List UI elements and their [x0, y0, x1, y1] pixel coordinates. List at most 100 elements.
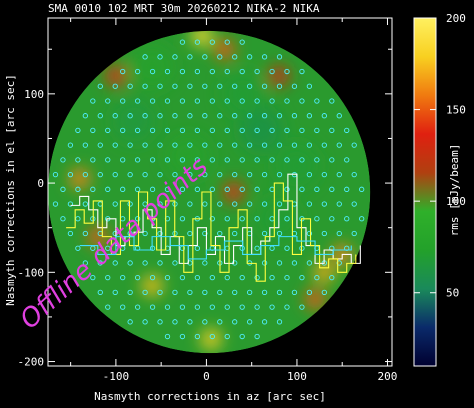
detector-marker — [254, 186, 260, 192]
detector-marker — [261, 54, 268, 60]
detector-marker — [157, 171, 163, 178]
detector-marker — [246, 83, 253, 89]
detector-marker — [232, 289, 238, 296]
detector-marker — [254, 68, 260, 75]
detector-marker — [239, 127, 245, 134]
detector-marker — [321, 230, 327, 237]
detector-marker — [120, 127, 126, 134]
detector-marker — [209, 216, 215, 222]
detector-marker — [75, 245, 81, 251]
detector-marker — [329, 216, 335, 222]
detector-marker — [299, 68, 305, 75]
detector-marker — [284, 68, 290, 75]
detector-marker — [351, 142, 357, 148]
detector-marker — [120, 186, 126, 192]
detector-marker — [246, 319, 253, 325]
detector-marker — [127, 171, 133, 178]
x-tick-label: 100 — [287, 370, 307, 383]
detector-marker — [82, 142, 88, 148]
detector-marker — [209, 68, 215, 75]
detector-marker — [134, 98, 141, 104]
x-tick-label: -100 — [103, 370, 130, 383]
detector-marker — [224, 275, 230, 281]
detector-marker — [157, 83, 163, 89]
detector-marker — [172, 289, 178, 296]
detector-marker — [254, 275, 260, 281]
detector-marker — [209, 275, 215, 281]
detector-marker — [60, 216, 66, 222]
detector-marker — [134, 216, 141, 222]
detector-marker — [149, 127, 156, 134]
detector-marker — [67, 171, 74, 178]
detector-marker — [127, 260, 133, 266]
detector-marker — [306, 83, 313, 89]
detector-marker — [142, 142, 148, 148]
detector-marker — [209, 333, 215, 340]
detector-marker — [134, 68, 141, 75]
detector-marker — [232, 54, 238, 60]
detector-marker — [97, 113, 103, 119]
detector-marker — [224, 216, 230, 222]
rms-map-blobs — [69, 30, 353, 350]
detector-marker — [120, 304, 126, 310]
detector-marker — [276, 83, 283, 89]
detector-marker — [202, 142, 208, 148]
detector-marker — [276, 171, 283, 178]
detector-marker — [179, 333, 186, 340]
detector-marker — [172, 171, 178, 178]
detector-marker — [112, 201, 118, 207]
detector-marker — [149, 68, 156, 75]
detector-marker — [179, 216, 186, 222]
detector-marker — [90, 127, 96, 134]
detector-marker — [261, 113, 268, 119]
axes: -100 0 100 200 -200 -100 0 100 — [18, 17, 398, 383]
detector-marker — [291, 289, 298, 296]
plot-area — [48, 30, 371, 354]
x-axis-label: Nasmyth corrections in az [arc sec] — [94, 390, 326, 403]
detector-marker — [202, 201, 208, 207]
detector-marker — [254, 157, 260, 163]
detector-marker — [194, 304, 201, 310]
detector-marker — [321, 171, 327, 178]
detector-marker — [329, 275, 335, 281]
detector-marker — [120, 275, 126, 281]
detector-marker — [149, 304, 156, 310]
detector-marker — [202, 113, 208, 119]
y-axis-label: Nasmyth corrections in el [arc sec] — [4, 74, 17, 306]
detector-marker — [187, 230, 193, 237]
detector-marker — [97, 260, 103, 266]
detector-marker — [134, 275, 141, 281]
detector-marker — [306, 171, 313, 178]
detector-marker — [209, 127, 215, 134]
detector-marker — [164, 127, 171, 134]
detector-marker — [306, 142, 313, 148]
detector-marker — [194, 157, 201, 163]
detector-marker — [82, 260, 88, 266]
detector-marker — [90, 186, 96, 192]
detector-marker — [217, 230, 223, 237]
detector-marker — [52, 171, 59, 178]
detector-marker — [284, 127, 290, 134]
detector-marker — [217, 54, 223, 60]
detector-marker — [246, 54, 253, 60]
detector-marker — [179, 39, 186, 45]
detector-marker — [276, 319, 283, 325]
detector-marker — [202, 289, 208, 296]
detector-marker — [202, 54, 208, 60]
colorbar-tick-label: 200 — [446, 12, 466, 25]
detector-marker — [224, 39, 230, 45]
detector-marker — [217, 319, 223, 325]
colorbar-tick-label: 50 — [446, 287, 459, 300]
detector-marker — [284, 98, 290, 104]
detector-marker — [291, 260, 298, 266]
detector-marker — [179, 304, 186, 310]
detector-marker — [164, 304, 171, 310]
chart-title: SMA 0010 102 MRT 30m 20260212 NIKA-2 NIK… — [48, 2, 320, 15]
detector-marker — [127, 113, 133, 119]
detector-marker — [187, 54, 193, 60]
detector-marker — [97, 289, 103, 296]
detector-marker — [82, 171, 88, 178]
x-tick-label: 200 — [378, 370, 398, 383]
detector-marker — [172, 142, 178, 148]
